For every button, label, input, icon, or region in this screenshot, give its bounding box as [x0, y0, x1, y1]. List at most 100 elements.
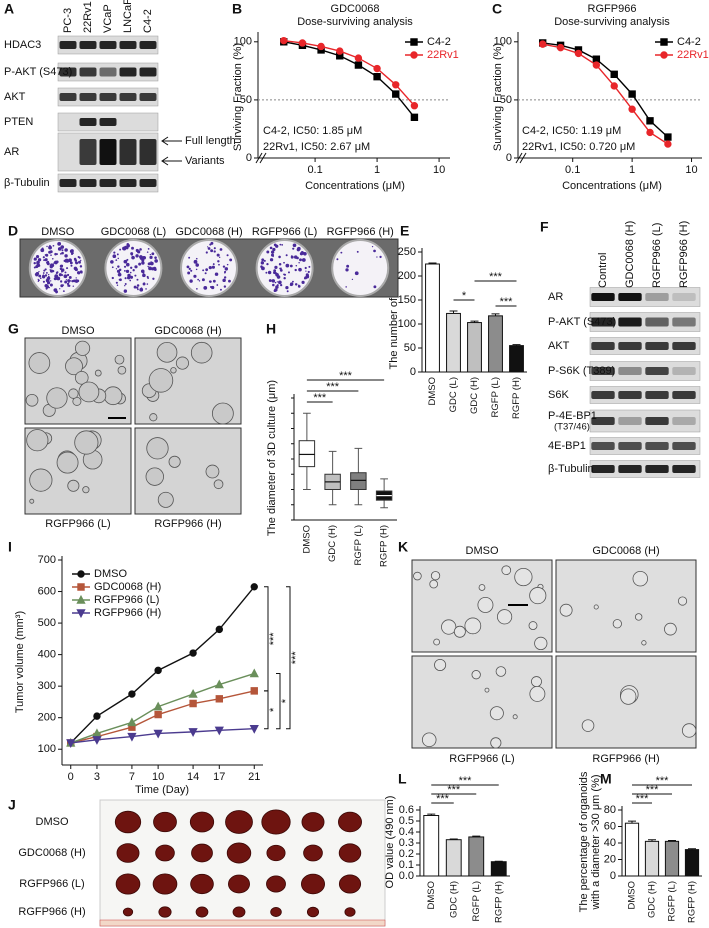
- bar: [425, 263, 440, 373]
- organoid: [157, 491, 174, 508]
- bar: [445, 839, 462, 877]
- data-point: [610, 70, 618, 79]
- colony: [276, 275, 281, 279]
- blot-band: [139, 41, 157, 49]
- colony: [129, 279, 132, 282]
- colony: [294, 283, 298, 286]
- bar: [423, 815, 440, 877]
- colony: [147, 265, 149, 268]
- blot-strip: [589, 386, 701, 404]
- colony: [286, 290, 289, 293]
- annotation: C4-2, IC50: 1.19 μM: [522, 125, 621, 137]
- significance-bracket: [276, 673, 281, 730]
- colony: [64, 280, 68, 284]
- organoid: [74, 340, 91, 356]
- colony: [152, 277, 155, 280]
- organoid: [25, 393, 39, 407]
- colony: [291, 256, 293, 259]
- x-tick-label: 17: [213, 771, 225, 783]
- colony: [70, 264, 73, 267]
- organoid: [489, 706, 504, 721]
- colony: [47, 274, 50, 276]
- significance-label: ***: [447, 784, 461, 796]
- colony: [145, 288, 147, 290]
- x-tick-label: GDC (H): [647, 881, 658, 918]
- blot-band: [119, 139, 137, 165]
- x-tick-label: 10: [685, 164, 697, 176]
- bar: [488, 315, 503, 373]
- colony: [36, 271, 39, 275]
- blot-band: [59, 93, 77, 101]
- organoid: [496, 609, 513, 625]
- x-tick-label: 1: [629, 164, 635, 176]
- blot-band: [618, 417, 642, 425]
- colony: [68, 281, 70, 284]
- colony: [345, 286, 347, 288]
- organoid: [453, 625, 466, 638]
- tumor: [303, 844, 323, 862]
- dish: [331, 239, 390, 297]
- organoid: [74, 430, 99, 455]
- colony: [79, 265, 83, 268]
- colony: [263, 259, 266, 262]
- y-axis-label: with a diameter >30 μm (%): [590, 774, 602, 910]
- significance-label: ***: [268, 632, 280, 646]
- colony: [224, 270, 227, 273]
- colony: [56, 271, 59, 274]
- colony: [147, 262, 151, 266]
- row-label: AKT: [548, 340, 570, 352]
- micrograph: [555, 559, 697, 653]
- blot-band: [119, 179, 137, 187]
- tumor: [266, 875, 286, 893]
- y-tick-label: 400: [38, 649, 56, 661]
- significance-label: ***: [459, 775, 473, 787]
- colony: [33, 257, 37, 261]
- colony: [67, 285, 70, 287]
- colony: [131, 255, 135, 260]
- blot-band: [618, 367, 642, 375]
- data-point: [392, 81, 400, 89]
- tumor: [116, 843, 140, 863]
- colony: [346, 264, 350, 268]
- y-tick-label: 0: [410, 366, 416, 378]
- colony: [219, 248, 223, 251]
- colony: [269, 258, 274, 262]
- colony: [126, 276, 131, 280]
- colony: [153, 268, 157, 271]
- colony: [292, 280, 294, 283]
- colony: [63, 259, 66, 263]
- y-tick-label: 100: [38, 743, 56, 755]
- data-point: [215, 695, 224, 703]
- dish-label: DMSO: [41, 226, 74, 238]
- colony: [111, 266, 114, 269]
- tumor: [266, 844, 286, 862]
- colony: [356, 250, 359, 253]
- colony: [260, 265, 263, 268]
- colony: [41, 247, 44, 250]
- colony: [189, 279, 193, 283]
- y-axis-label: The diameter of 3D culture (μm): [266, 380, 278, 536]
- colony: [67, 279, 71, 283]
- row-label: HDAC3: [4, 39, 41, 51]
- colony: [223, 276, 227, 279]
- image-label: GDC0068 (H): [154, 325, 221, 337]
- colony: [48, 245, 52, 250]
- data-point: [646, 117, 654, 125]
- blot-band: [591, 465, 615, 473]
- data-point: [189, 649, 197, 657]
- colony: [116, 284, 119, 286]
- colony: [208, 280, 212, 283]
- colony: [211, 265, 215, 269]
- colony: [273, 269, 277, 273]
- lane-label: C4-2: [142, 9, 154, 33]
- significance-label: ***: [290, 651, 302, 665]
- y-tick-label: 100: [234, 36, 252, 48]
- axis-break: [515, 152, 523, 164]
- data-point: [410, 113, 419, 122]
- data-point: [392, 90, 400, 98]
- data-point: [154, 710, 162, 719]
- significance-label: ***: [646, 784, 660, 796]
- lane-label: VCaP: [102, 4, 114, 33]
- colony: [61, 249, 64, 252]
